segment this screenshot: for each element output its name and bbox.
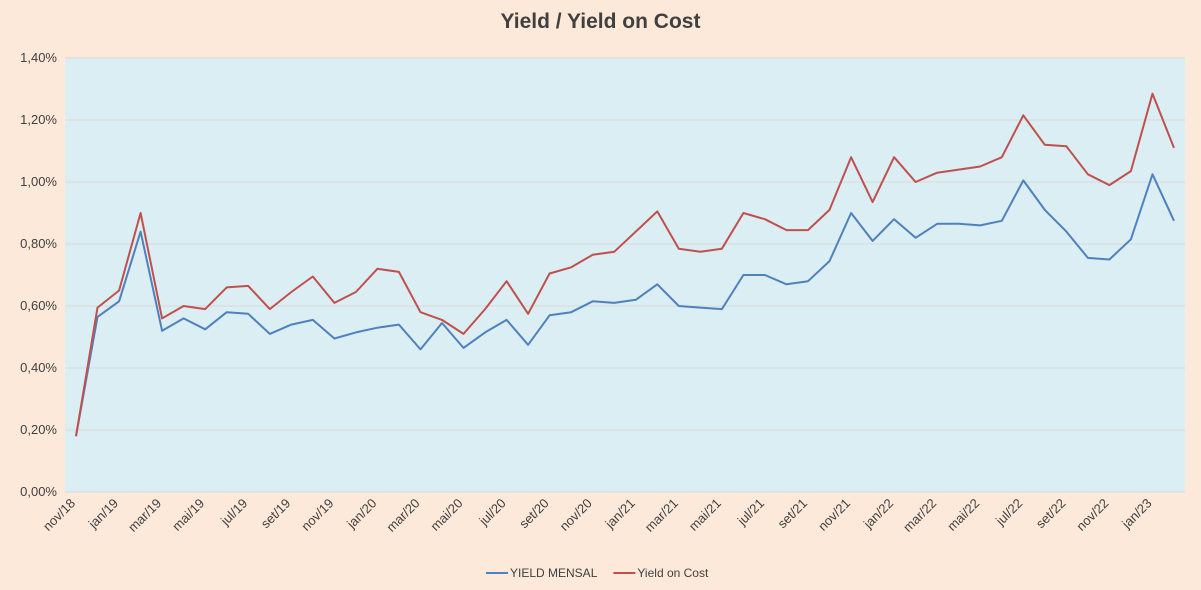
series xyxy=(75,92,1175,437)
x-tick-label: set/20 xyxy=(516,496,552,532)
y-tick-label: 1,20% xyxy=(20,112,57,127)
y-tick-label: 1,40% xyxy=(20,50,57,65)
x-tick-label: nov/20 xyxy=(557,496,595,534)
x-tick-label: jan/21 xyxy=(602,496,638,532)
legend-label: Yield on Cost xyxy=(637,566,709,580)
gridlines xyxy=(65,57,1185,493)
x-axis: nov/18 jan/19 mar/19 mai/19 jul/19 set/19 nov/… xyxy=(40,496,1155,535)
legend: YIELD MENSAL Yield on Cost xyxy=(486,566,709,580)
series-line xyxy=(75,92,1175,437)
x-tick-label: mai/20 xyxy=(427,496,465,534)
x-tick-label: mar/22 xyxy=(900,496,939,535)
y-tick-label: 0,60% xyxy=(20,298,57,313)
y-tick-label: 1,00% xyxy=(20,174,57,189)
x-tick-label: nov/22 xyxy=(1073,496,1111,534)
x-tick-label: mar/20 xyxy=(383,496,422,535)
plot-area xyxy=(65,58,1185,492)
x-tick-label: mar/19 xyxy=(125,496,164,535)
x-tick-label: mai/19 xyxy=(169,496,207,534)
x-tick-label: jan/19 xyxy=(85,496,121,532)
x-tick-label: nov/18 xyxy=(40,496,78,534)
y-tick-label: 0,00% xyxy=(20,484,57,499)
x-tick-label: jul/20 xyxy=(475,496,508,529)
x-tick-label: mai/21 xyxy=(686,496,724,534)
x-tick-label: nov/19 xyxy=(298,496,336,534)
x-tick-label: mai/22 xyxy=(944,496,982,534)
x-tick-label: mar/21 xyxy=(642,496,681,535)
chart-title: Yield / Yield on Cost xyxy=(500,10,701,33)
x-tick-label: set/21 xyxy=(774,496,810,532)
y-tick-label: 0,80% xyxy=(20,236,57,251)
x-tick-label: jan/20 xyxy=(343,496,379,532)
y-tick-label: 0,20% xyxy=(20,422,57,437)
x-tick-label: jul/19 xyxy=(217,496,250,529)
x-tick-label: jan/22 xyxy=(860,496,896,532)
y-axis: 0,00% 0,20% 0,40% 0,60% 0,80% 1,00% 1,20% 1,40% xyxy=(20,50,57,499)
series-line xyxy=(75,173,1175,437)
x-tick-label: jul/22 xyxy=(992,496,1025,529)
x-tick-label: jan/23 xyxy=(1118,496,1154,532)
y-tick-label: 0,40% xyxy=(20,360,57,375)
legend-label: YIELD MENSAL xyxy=(510,566,598,580)
x-tick-label: jul/21 xyxy=(734,496,767,529)
x-tick-label: set/22 xyxy=(1033,496,1069,532)
x-tick-label: nov/21 xyxy=(815,496,853,534)
x-tick-label: set/19 xyxy=(258,496,294,532)
